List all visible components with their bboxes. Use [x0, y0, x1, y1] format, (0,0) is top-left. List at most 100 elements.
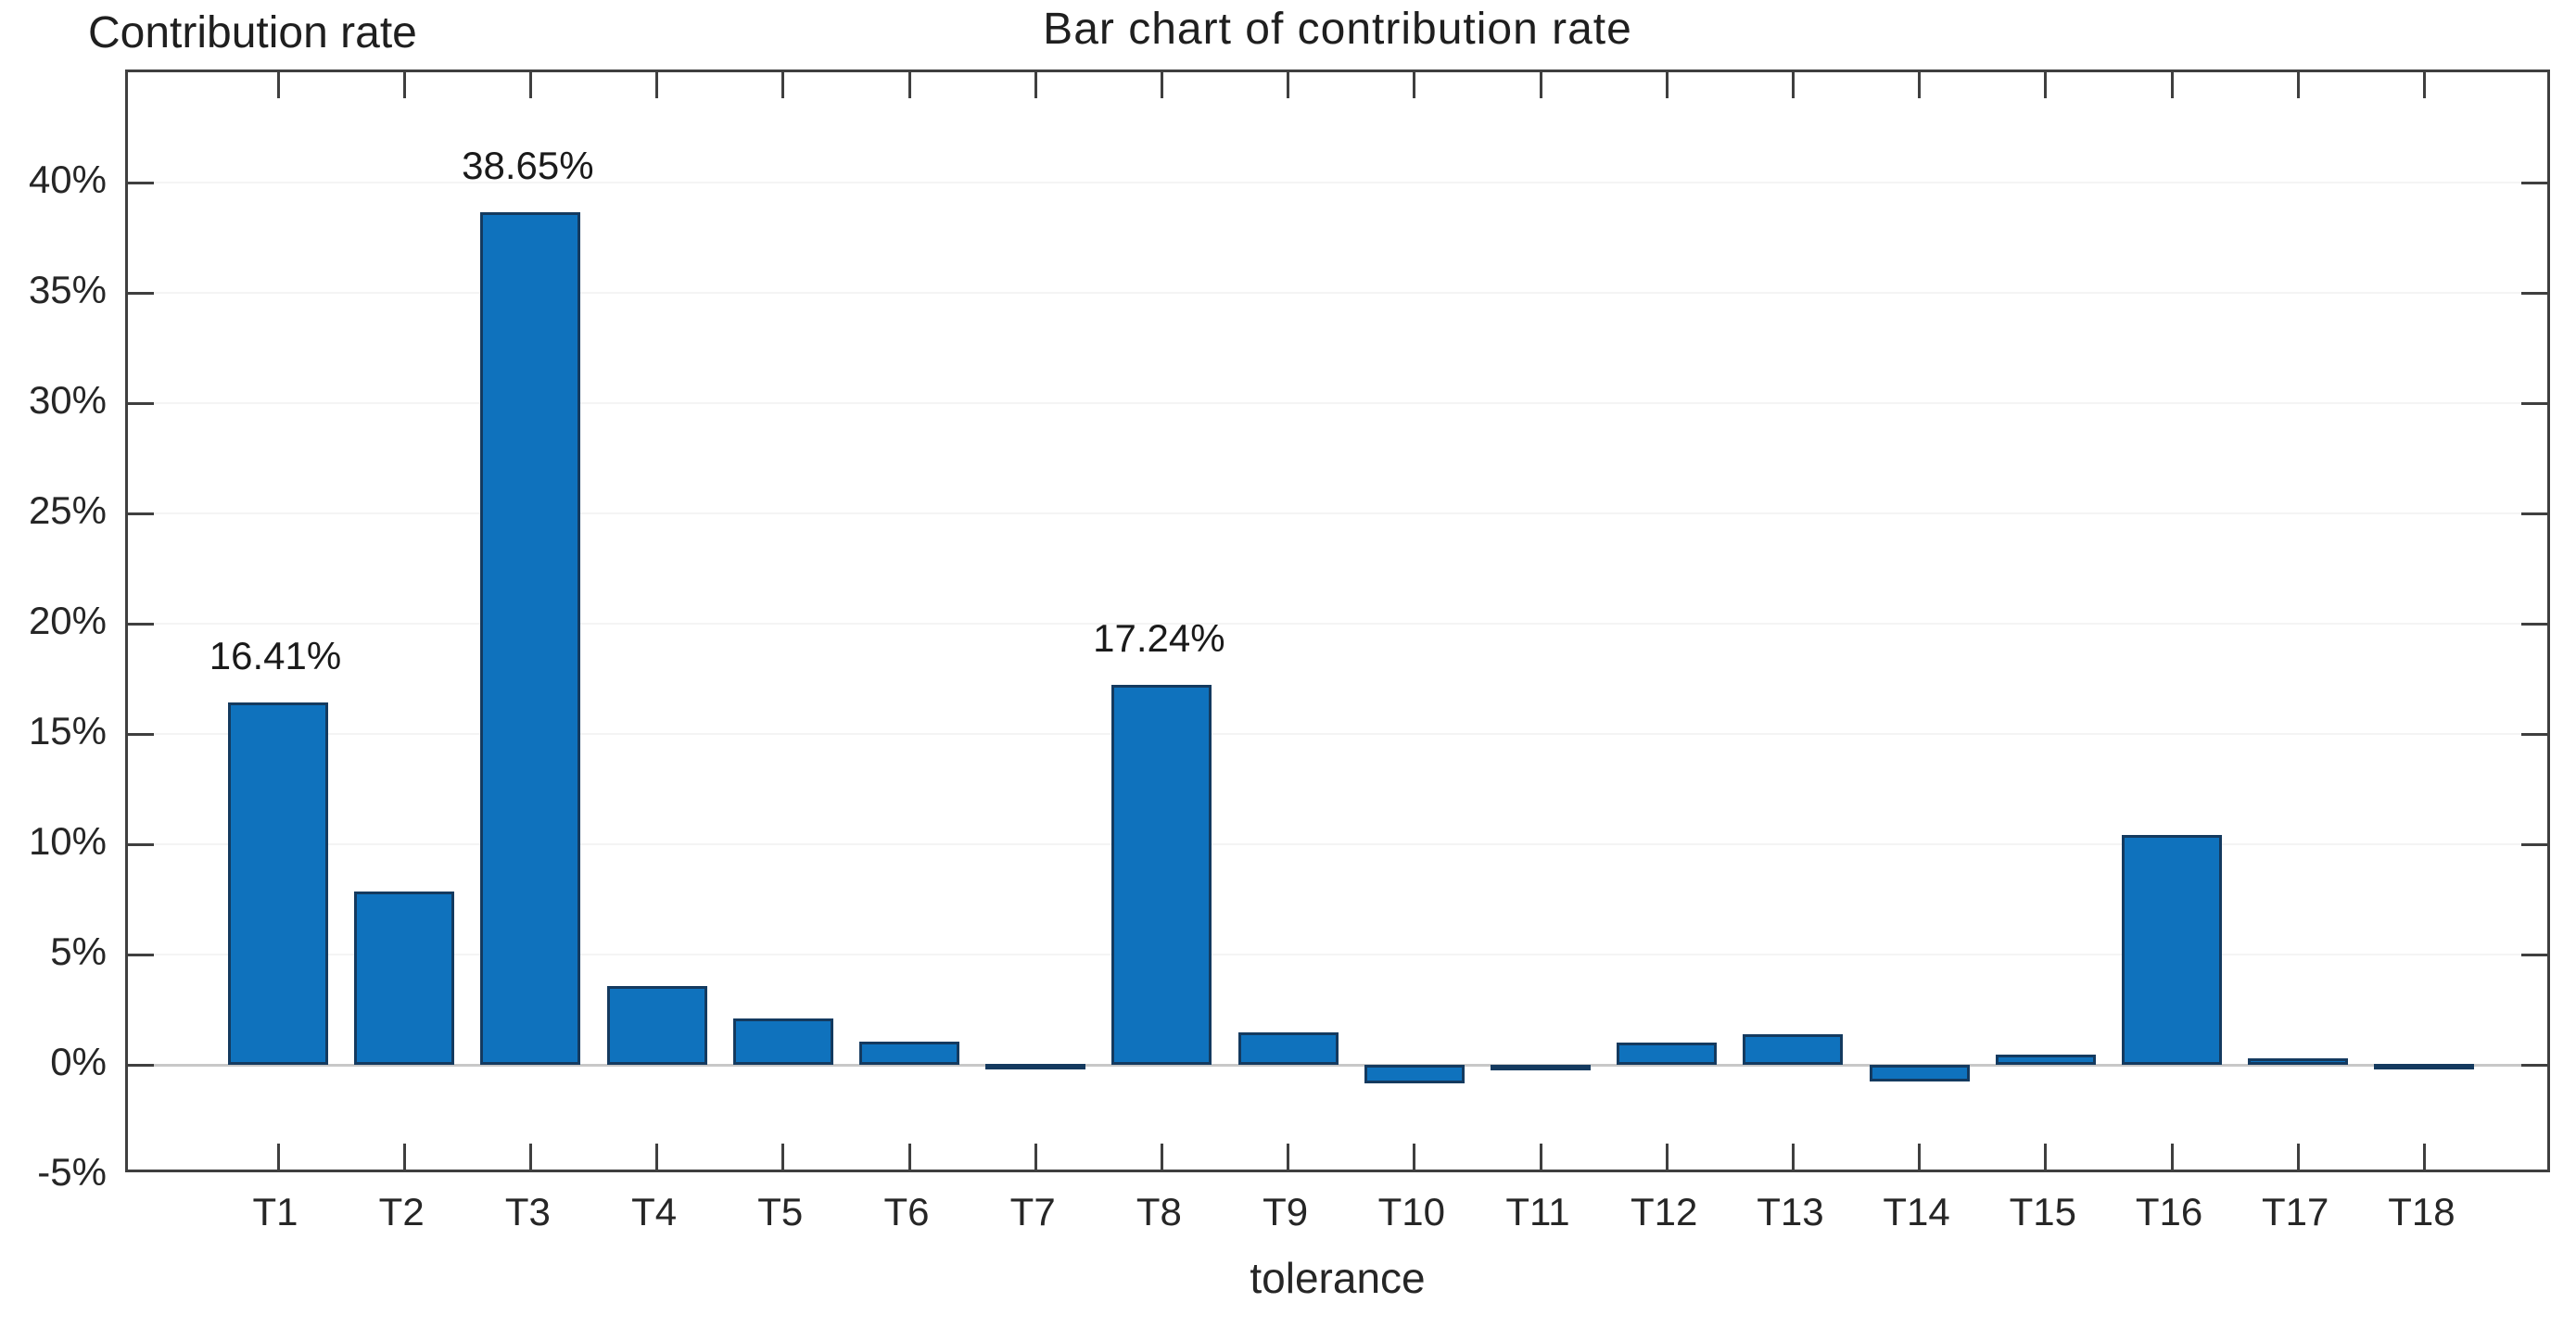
x-tick: [1539, 1144, 1542, 1170]
y-tick: [128, 622, 154, 626]
x-tick-label: T9: [1263, 1190, 1309, 1233]
zero-baseline: [128, 1064, 2547, 1067]
y-tick: [2521, 1063, 2547, 1067]
x-tick: [402, 1144, 406, 1170]
bar[interactable]: [1743, 1033, 1844, 1065]
x-tick: [1539, 72, 1542, 98]
x-tick-label: T4: [631, 1190, 678, 1233]
x-tick-label: T8: [1136, 1190, 1182, 1233]
y-tick: [128, 732, 154, 736]
x-tick: [2044, 72, 2048, 98]
x-tick-label: T14: [1883, 1190, 1950, 1233]
bar[interactable]: [1364, 1065, 1465, 1084]
y-tick: [128, 953, 154, 956]
y-tick-label: 20%: [28, 599, 107, 642]
x-tick: [1160, 72, 1163, 98]
bar[interactable]: [1995, 1055, 2096, 1065]
y-tick: [128, 842, 154, 846]
y-tick: [2521, 181, 2547, 184]
x-tick: [1918, 72, 1922, 98]
x-tick: [1160, 1144, 1163, 1170]
x-tick: [781, 1144, 785, 1170]
y-tick: [128, 291, 154, 295]
y-tick-label: 10%: [28, 819, 107, 863]
x-tick: [528, 72, 532, 98]
gridline: [128, 843, 2547, 845]
x-tick: [1918, 1144, 1922, 1170]
x-tick: [2296, 1144, 2300, 1170]
y-tick: [2521, 842, 2547, 846]
bar[interactable]: [732, 1018, 833, 1065]
gridline: [128, 512, 2547, 514]
bar[interactable]: [985, 1064, 1086, 1069]
bar[interactable]: [354, 892, 455, 1065]
x-tick-label: T2: [378, 1190, 425, 1233]
y-tick: [2521, 401, 2547, 405]
y-tick: [128, 181, 154, 184]
bar[interactable]: [2248, 1057, 2349, 1065]
x-tick-label: T5: [757, 1190, 804, 1233]
x-tick: [907, 72, 911, 98]
gridline: [128, 733, 2547, 735]
y-tick: [2521, 953, 2547, 956]
bar[interactable]: [1237, 1032, 1339, 1065]
bar[interactable]: [2374, 1064, 2475, 1069]
bar[interactable]: [1491, 1065, 1591, 1070]
bar-value-label: 16.41%: [209, 634, 342, 678]
x-tick: [655, 72, 659, 98]
gridline: [128, 623, 2547, 625]
bar[interactable]: [1111, 684, 1212, 1065]
y-tick-label: 5%: [50, 930, 107, 973]
bar[interactable]: [480, 212, 581, 1065]
x-tick: [402, 72, 406, 98]
y-tick: [2521, 622, 2547, 626]
x-tick: [907, 1144, 911, 1170]
x-tick-label: T1: [252, 1190, 298, 1233]
x-axis-title: tolerance: [1250, 1254, 1426, 1302]
gridline: [128, 954, 2547, 955]
y-tick: [2521, 512, 2547, 515]
y-tick-label: 25%: [28, 488, 107, 532]
bar[interactable]: [228, 702, 328, 1065]
y-tick: [128, 401, 154, 405]
y-tick-label: 35%: [28, 268, 107, 311]
bar[interactable]: [2122, 835, 2222, 1065]
gridline: [128, 182, 2547, 183]
bar[interactable]: [606, 986, 707, 1065]
plot-area: [125, 70, 2550, 1172]
x-tick-label: T16: [2135, 1190, 2203, 1233]
y-tick-label: 30%: [28, 378, 107, 422]
x-tick-label: T15: [2009, 1190, 2076, 1233]
y-tick: [128, 512, 154, 515]
gridline: [128, 402, 2547, 404]
x-tick: [1034, 72, 1037, 98]
x-tick: [2170, 1144, 2174, 1170]
x-tick: [1413, 1144, 1416, 1170]
x-tick: [1287, 1144, 1290, 1170]
x-tick: [2044, 1144, 2048, 1170]
bar-value-label: 17.24%: [1093, 615, 1225, 660]
x-tick: [655, 1144, 659, 1170]
x-tick-label: T12: [1631, 1190, 1698, 1233]
x-tick: [2296, 72, 2300, 98]
bar[interactable]: [1617, 1043, 1718, 1065]
x-tick: [1413, 72, 1416, 98]
chart-title: Bar chart of contribution rate: [1043, 5, 1632, 54]
x-tick: [1791, 1144, 1795, 1170]
x-tick: [528, 1144, 532, 1170]
x-tick-label: T3: [504, 1190, 551, 1233]
x-tick: [1791, 72, 1795, 98]
x-tick: [2422, 1144, 2426, 1170]
bar[interactable]: [1869, 1065, 1970, 1081]
y-tick-label: 15%: [28, 709, 107, 753]
bar[interactable]: [859, 1042, 959, 1065]
y-tick-label: 0%: [50, 1040, 107, 1083]
x-tick: [2422, 72, 2426, 98]
x-tick-label: T6: [883, 1190, 930, 1233]
gridline: [128, 292, 2547, 294]
y-tick: [2521, 732, 2547, 736]
y-tick-label: -5%: [37, 1150, 107, 1194]
x-tick-label: T10: [1377, 1190, 1445, 1233]
x-tick: [276, 1144, 280, 1170]
